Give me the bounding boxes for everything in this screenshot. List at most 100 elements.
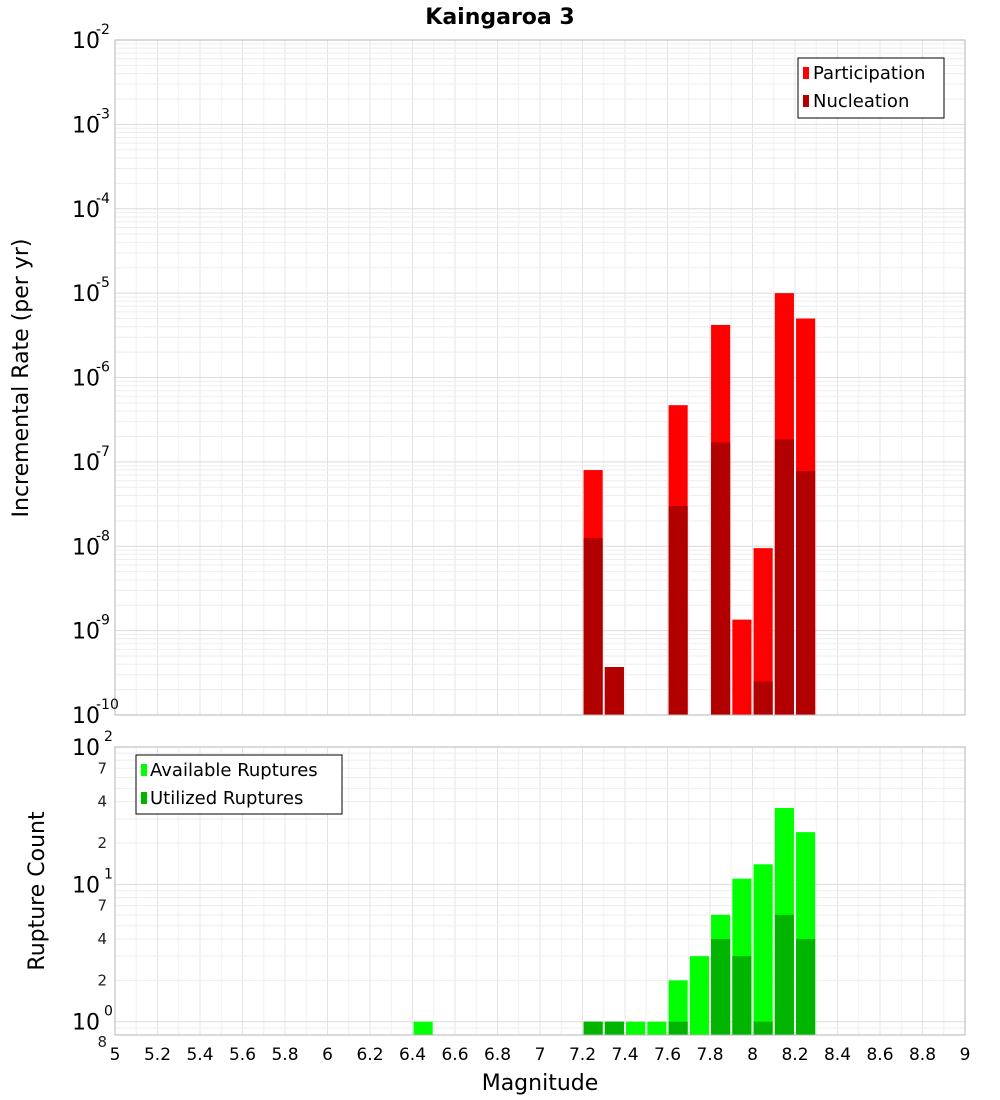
count-bar-a: [413, 1021, 433, 1035]
x-tick-label: 8: [747, 1045, 758, 1065]
x-tick-label: 5.2: [144, 1045, 171, 1065]
count-y-tick-exponent: 2: [104, 729, 113, 745]
x-tick-label: 9: [960, 1045, 971, 1065]
count-bar-b: [711, 939, 731, 1035]
count-bar-b: [668, 1021, 688, 1035]
rate-bar-b: [604, 667, 624, 715]
count-legend-box: [135, 754, 343, 815]
x-tick-label: 5.8: [271, 1045, 298, 1065]
x-tick-label: 6.4: [399, 1045, 426, 1065]
count-y-minor-tick: 2: [97, 971, 107, 989]
rate-y-tick-exponent: -4: [96, 191, 110, 207]
count-y-tick-base: 10: [72, 1011, 100, 1036]
rate-bar-b: [753, 681, 773, 715]
count-bars: [413, 807, 816, 1035]
rate-y-tick-base: 10: [72, 535, 100, 560]
rate-y-tick-exponent: -7: [96, 444, 110, 460]
rate-y-tick-base: 10: [72, 620, 100, 645]
count-y-tick-base: 10: [72, 736, 100, 761]
x-tick-label: 7.6: [654, 1045, 681, 1065]
legend-label-participation: Participation: [813, 63, 925, 84]
rate-bars: [583, 293, 816, 715]
count-bar-a: [668, 980, 688, 1035]
x-tick-label: 7: [535, 1045, 546, 1065]
x-axis-label: Magnitude: [482, 1071, 599, 1096]
count-y-minor-tick: 8: [97, 1033, 107, 1051]
rate-bar-a: [753, 548, 773, 715]
count-bar-b: [753, 1021, 773, 1035]
x-tick-label: 7.4: [611, 1045, 638, 1065]
legend-label-nucleation: Nucleation: [813, 91, 909, 112]
x-tick-label: 5: [110, 1045, 121, 1065]
x-tick-label: 6.6: [441, 1045, 468, 1065]
rate-y-tick-exponent: -9: [96, 613, 110, 629]
count-y-tick-exponent: 1: [104, 866, 113, 882]
rate-bar-b: [796, 470, 816, 715]
rate-plot-border: [114, 39, 966, 716]
x-tick-label: 6.2: [356, 1045, 383, 1065]
rate-y-tick-exponent: -6: [96, 360, 110, 376]
legend-swatch-utilized: [141, 792, 147, 804]
count-y-tick-exponent: 0: [104, 1004, 113, 1020]
legend-swatch-participation: [803, 67, 809, 79]
x-tick-label: 7.8: [696, 1045, 723, 1065]
rate-legend-box: [797, 57, 945, 119]
rate-bar-b: [583, 538, 603, 715]
count-bar-a: [689, 956, 709, 1035]
rate-y-tick-base: 10: [72, 198, 100, 223]
rate-y-tick-exponent: -3: [96, 106, 110, 122]
rate-y-tick-base: 10: [72, 29, 100, 54]
legend-label-utilized: Utilized Ruptures: [150, 788, 303, 809]
rate-y-tick-exponent: -8: [96, 528, 110, 544]
count-y-minor-tick: 4: [97, 793, 107, 811]
legend-swatch-available: [141, 764, 147, 776]
rate-y-tick-base: 10: [72, 113, 100, 138]
x-tick-label: 5.6: [229, 1045, 256, 1065]
rate-y-tick-base: 10: [72, 451, 100, 476]
legend-swatch-nucleation: [803, 95, 809, 107]
rate-bar-b: [668, 505, 688, 715]
rate-y-tick-base: 10: [72, 704, 100, 729]
rate-grid: [114, 40, 966, 716]
count-y-minor-tick: 7: [97, 897, 107, 915]
x-axis-ticks: 5 5.2 5.4 5.6 5.8 6 6.2 6.4 6.6 6.8 7 7.2 7.4 7.6 7.8 8…: [110, 1045, 971, 1065]
rate-y-tick-base: 10: [72, 367, 100, 392]
x-tick-label: 6: [322, 1045, 333, 1065]
chart-title: Kaingaroa 3: [425, 5, 574, 30]
count-y-minor-tick: 7: [97, 759, 107, 777]
count-y-minor-tick: 2: [97, 834, 107, 852]
count-bar-b: [604, 1021, 624, 1035]
x-tick-label: 8.4: [824, 1045, 851, 1065]
rate-y-axis-label: Incremental Rate (per yr): [9, 239, 34, 518]
rate-y-tick-exponent: -5: [96, 275, 110, 291]
legend-label-available: Available Ruptures: [150, 760, 318, 781]
rate-legend: Participation Nucleation: [797, 57, 945, 119]
rate-y-tick-exponent: -2: [96, 22, 110, 38]
x-tick-label: 8.2: [781, 1045, 808, 1065]
x-tick-label: 5.4: [186, 1045, 213, 1065]
count-y-tick-base: 10: [72, 873, 100, 898]
x-tick-label: 6.8: [484, 1045, 511, 1065]
count-bar-b: [774, 914, 794, 1035]
x-tick-label: 7.2: [569, 1045, 596, 1065]
count-bar-b: [796, 939, 816, 1035]
count-y-axis-label: Rupture Count: [25, 811, 50, 971]
count-legend: Available Ruptures Utilized Ruptures: [135, 754, 343, 815]
count-bar-a: [647, 1021, 667, 1035]
x-tick-label: 8.6: [866, 1045, 893, 1065]
x-tick-label: 8.8: [909, 1045, 936, 1065]
count-bar-a: [626, 1021, 646, 1035]
count-plot-border: [114, 746, 966, 1036]
rate-bar-b: [711, 442, 731, 715]
count-y-minor-tick: 4: [97, 930, 107, 948]
rate-y-tick-exponent: -10: [96, 697, 119, 713]
count-bar-b: [732, 956, 752, 1035]
rate-bar-a: [732, 619, 752, 715]
count-bar-b: [583, 1021, 603, 1035]
count-bar-a: [753, 864, 773, 1035]
